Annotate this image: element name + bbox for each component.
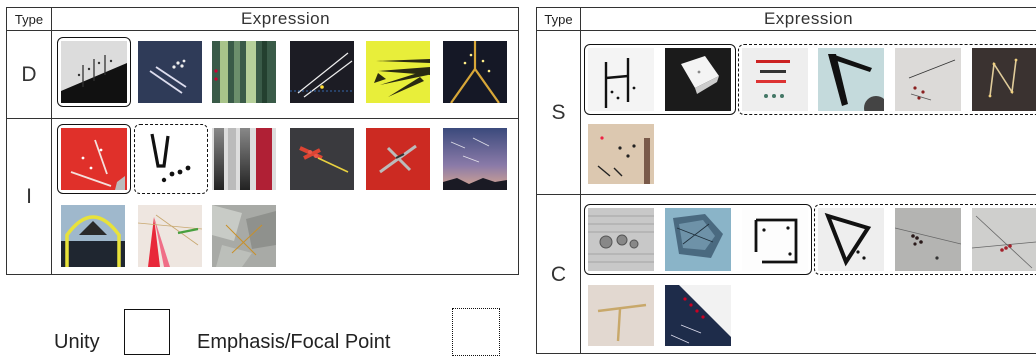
thumbnail-i-5 (366, 128, 430, 190)
thumbnail-s-6 (972, 48, 1036, 111)
header-divider (537, 30, 1036, 31)
row-divider (537, 194, 1036, 195)
thumbnail-s-2 (665, 48, 731, 111)
thumbnail-s-5 (895, 48, 961, 111)
row-divider (7, 118, 518, 119)
thumbnail-s-1 (588, 48, 654, 111)
right-table: Type Expression S C (536, 7, 1036, 354)
thumbnail-d-3 (212, 41, 276, 103)
thumbnail-d-1 (61, 41, 127, 103)
legend-emphasis-box (452, 308, 500, 356)
thumbnail-i-7 (61, 205, 125, 267)
thumbnail-c-4 (818, 208, 884, 271)
type-column-divider (580, 8, 581, 353)
row-type-s: S (551, 100, 566, 124)
unity-group (584, 44, 736, 115)
row-type-d: D (21, 62, 37, 86)
thumbnail-s-4 (818, 48, 884, 111)
thumbnail-d-6 (443, 41, 507, 103)
legend-unity-box (124, 309, 170, 355)
thumbnail-c-8 (665, 285, 731, 346)
row-type-i: I (26, 185, 32, 208)
thumbnail-i-9 (212, 205, 276, 267)
thumbnail-c-7 (588, 285, 654, 346)
header-type: Type (544, 11, 573, 27)
thumbnail-i-6 (443, 128, 507, 190)
thumbnail-i-8 (138, 205, 202, 267)
thumbnail-d-5 (366, 41, 430, 103)
left-table: Type Expression D I (6, 7, 519, 275)
thumbnail-s-3 (742, 48, 808, 111)
unity-group (57, 37, 131, 107)
thumbnail-c-5 (895, 208, 961, 271)
legend-emphasis-label: Emphasis/Focal Point (197, 331, 391, 353)
legend-unity-label: Unity (54, 331, 100, 353)
emphasis-group (738, 44, 1036, 115)
unity-group (584, 204, 812, 275)
unity-group (57, 124, 131, 194)
thumbnail-i-4 (290, 128, 354, 190)
thumbnail-i-3 (212, 128, 276, 190)
thumbnail-c-6 (972, 208, 1036, 271)
thumbnail-s-7 (588, 124, 654, 184)
thumbnail-i-2 (138, 128, 204, 190)
header-expression: Expression (240, 9, 331, 28)
emphasis-group (134, 124, 208, 194)
header-type: Type (14, 11, 44, 27)
thumbnail-d-2 (138, 41, 202, 103)
thumbnail-c-2 (665, 208, 731, 271)
thumbnail-d-4 (290, 41, 354, 103)
header-expression: Expression (763, 9, 854, 28)
row-type-c: C (550, 262, 567, 286)
thumbnail-c-1 (588, 208, 654, 271)
type-column-divider (51, 8, 52, 274)
thumbnail-i-1 (61, 128, 127, 190)
thumbnail-c-3 (742, 208, 808, 271)
emphasis-group (814, 204, 1036, 275)
header-divider (7, 30, 518, 31)
